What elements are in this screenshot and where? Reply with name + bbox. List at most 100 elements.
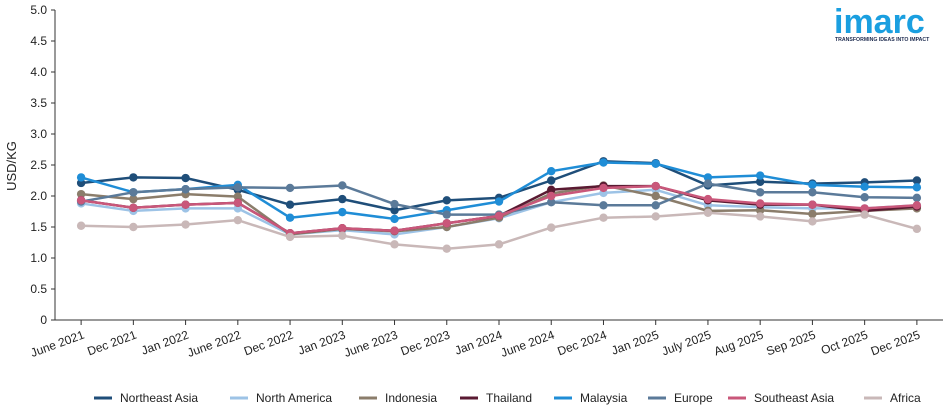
legend-item: Northeast Asia: [94, 391, 198, 405]
data-point: [860, 210, 869, 219]
data-point: [442, 219, 451, 228]
data-point: [338, 194, 347, 204]
data-point: [233, 183, 243, 192]
data-point: [808, 180, 817, 190]
data-point: [808, 209, 817, 219]
imarc-logo: imarc TRANSFORMING IDEAS INTO IMPACT: [834, 3, 930, 43]
y-tick-label: 1.0: [30, 251, 47, 265]
legend-label: Northeast Asia: [120, 391, 198, 405]
y-tick-label: 5.0: [30, 3, 47, 17]
data-point: [181, 220, 190, 229]
data-point: [76, 189, 86, 199]
data-point: [338, 231, 347, 240]
data-point: [651, 181, 660, 191]
data-point: [860, 193, 869, 202]
data-point: [599, 213, 608, 222]
data-point: [599, 158, 608, 167]
legend-label: Indonesia: [385, 391, 437, 405]
logo-tagline: TRANSFORMING IDEAS INTO IMPACT: [835, 37, 930, 43]
legend-item: Thailand: [460, 391, 532, 405]
data-point: [703, 173, 713, 182]
legend-item: North America: [230, 391, 332, 405]
data-point: [338, 207, 347, 217]
x-tick-label: Dec 2024: [555, 328, 608, 359]
data-point: [755, 188, 765, 197]
x-tick-label: Dec 2025: [869, 328, 922, 359]
x-tick-label: Jan 2024: [453, 328, 504, 358]
data-point: [651, 212, 660, 221]
data-point: [547, 167, 556, 176]
data-point: [703, 194, 713, 204]
data-point: [494, 197, 504, 206]
y-tick-label: 2.5: [30, 158, 47, 172]
x-tick-label: Dec 2022: [242, 328, 295, 359]
legend-item: Indonesia: [359, 391, 437, 405]
x-tick-label: June 2022: [185, 328, 243, 360]
x-tick-label: Dec 2023: [399, 328, 452, 359]
data-point: [390, 226, 399, 235]
data-point: [755, 199, 765, 208]
logo-wordmark: imarc: [834, 3, 925, 41]
data-point: [338, 224, 347, 233]
data-point: [912, 224, 922, 234]
data-point: [129, 194, 138, 204]
data-point: [338, 181, 347, 190]
series-group: [76, 157, 922, 253]
data-point: [390, 206, 399, 215]
x-tick-label: Jan 2025: [610, 328, 661, 358]
legend-label: Southeast Asia: [754, 391, 834, 405]
data-point: [860, 182, 869, 191]
data-point: [912, 183, 922, 192]
data-point: [181, 184, 190, 194]
x-tick-label: June 2021: [29, 328, 87, 360]
x-tick-label: Dec 2021: [85, 328, 138, 359]
data-point: [390, 240, 399, 249]
data-point: [76, 196, 86, 205]
data-point: [233, 192, 243, 201]
legend: Northeast Asia North America Indonesia Thai…: [94, 391, 921, 405]
series-africa: [76, 208, 922, 253]
y-axis-title: USD/KG: [4, 141, 19, 191]
data-point: [755, 171, 765, 180]
data-point: [755, 212, 765, 221]
data-point: [547, 223, 556, 232]
x-tick-label: Jan 2022: [139, 328, 190, 358]
y-tick-label: 0: [40, 313, 47, 327]
series-indonesia: [76, 181, 922, 239]
y-tick-label: 1.5: [30, 220, 47, 234]
data-point: [390, 199, 399, 209]
data-point: [494, 211, 504, 221]
data-point: [547, 198, 556, 207]
data-point: [599, 201, 608, 210]
data-point: [129, 222, 138, 232]
data-point: [76, 221, 86, 230]
legend-label: Malaysia: [580, 391, 628, 405]
data-point: [703, 208, 713, 217]
data-point: [703, 179, 713, 188]
data-point: [181, 200, 190, 209]
x-tick-label: Oct 2025: [819, 328, 870, 358]
legend-label: Africa: [890, 391, 921, 405]
x-tick-label: June 2024: [499, 328, 557, 360]
data-point: [547, 185, 556, 194]
legend-label: Thailand: [486, 391, 532, 405]
data-point: [442, 210, 451, 219]
y-tick-label: 3.0: [30, 127, 47, 141]
data-point: [912, 201, 922, 210]
data-point: [442, 244, 451, 253]
data-point: [599, 183, 608, 193]
series-southeast-asia: [76, 181, 922, 238]
y-tick-label: 0.5: [30, 282, 47, 296]
y-tick-label: 3.5: [30, 96, 47, 110]
data-point: [912, 193, 922, 203]
data-point: [494, 240, 504, 249]
data-point: [547, 191, 556, 201]
data-point: [808, 188, 817, 197]
data-point: [651, 191, 660, 201]
legend-item: Malaysia: [554, 391, 628, 405]
data-point: [181, 173, 190, 183]
data-point: [129, 203, 138, 212]
legend-label: Europe: [674, 391, 713, 405]
y-tick-label: 4.5: [30, 34, 47, 48]
